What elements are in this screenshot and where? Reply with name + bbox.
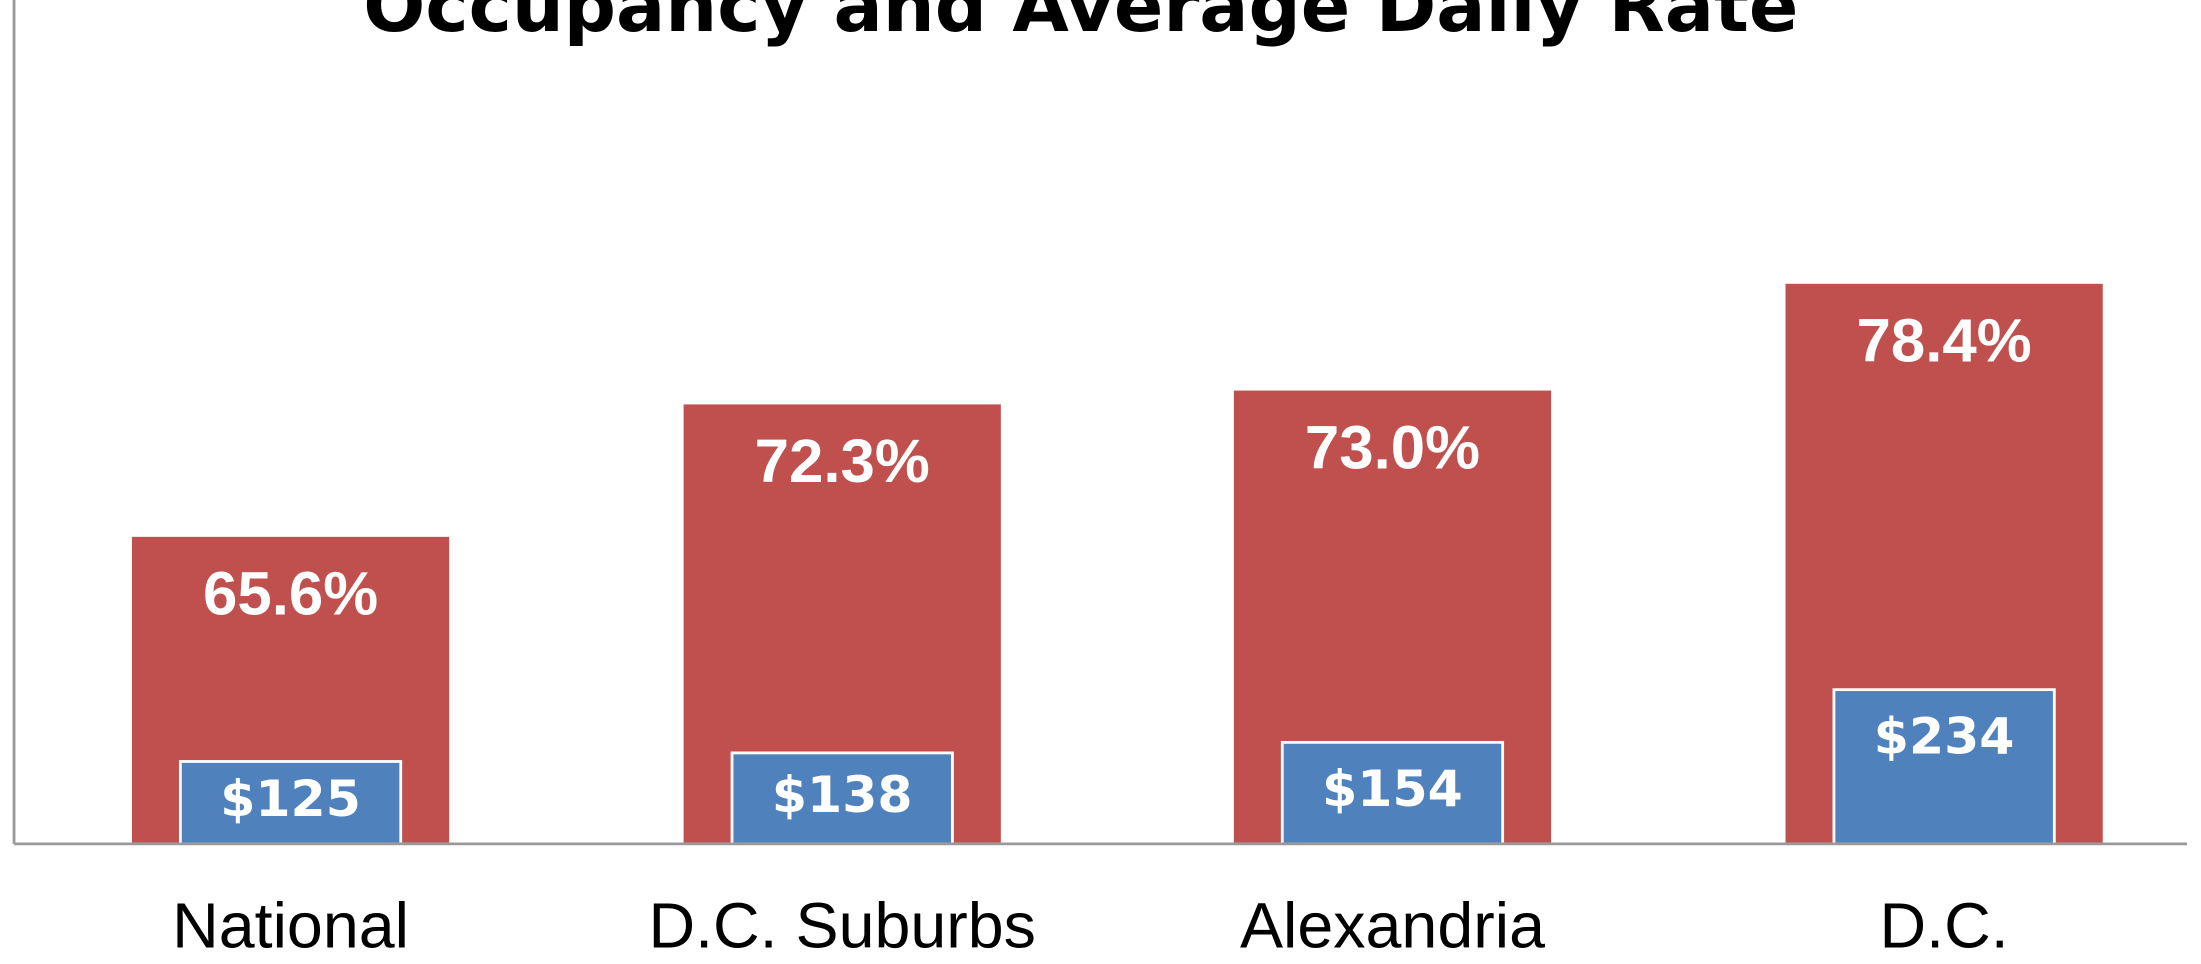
- x-tick-label: D.C. Suburbs: [648, 890, 1036, 962]
- data-label: 73.0%: [1305, 413, 1480, 482]
- bar: [178, 760, 403, 846]
- data-label: $154: [1322, 759, 1463, 818]
- bar: [730, 751, 954, 846]
- bar: [1280, 740, 1505, 846]
- data-label: $125: [220, 769, 361, 828]
- data-label: 72.3%: [755, 427, 930, 496]
- x-tick-label: D.C.: [1880, 890, 2009, 962]
- bar: [1832, 688, 2056, 846]
- chart-title: Occupancy and Average Daily Rate: [363, 0, 1798, 49]
- x-tick-label: Alexandria: [1240, 890, 1545, 962]
- data-label: $138: [772, 765, 913, 824]
- data-label: 65.6%: [203, 560, 378, 629]
- data-label: 78.4%: [1857, 307, 2032, 376]
- data-label: $234: [1874, 707, 2015, 766]
- x-tick-label: National: [172, 890, 409, 962]
